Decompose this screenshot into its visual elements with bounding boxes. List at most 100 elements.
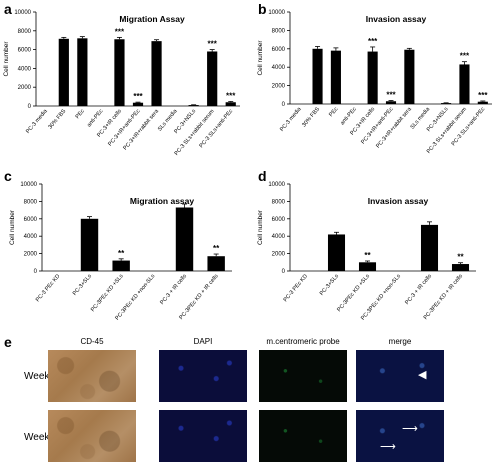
panel-label-d: d — [258, 168, 267, 184]
significance-label: *** — [460, 52, 470, 61]
category-label: PC-3 PEc KD — [283, 273, 309, 303]
category-label: PC-3 SLs+anti-PEc — [451, 106, 487, 147]
chart-c: 0 2000 4000 6000 8000 10000 Cell number Migrati… — [9, 182, 232, 322]
panel-label-e: e — [4, 334, 12, 350]
column-header-cd45: CD-45 — [80, 337, 104, 346]
bar — [358, 262, 377, 271]
y-tick-label: 10000 — [268, 182, 285, 188]
image-merge-week4: ⟶ ⟶ — [356, 410, 444, 462]
significance-label: ** — [457, 253, 464, 262]
bar — [58, 38, 69, 106]
y-tick-label: 2000 — [24, 252, 38, 258]
category-label: PEc — [75, 108, 86, 120]
bar — [188, 105, 199, 106]
y-tick-label: 0 — [34, 269, 38, 275]
column-header-merge: merge — [388, 337, 412, 346]
significance-label: *** — [115, 27, 125, 36]
image-dapi-week4 — [159, 410, 247, 462]
y-tick-label: 0 — [28, 104, 32, 110]
column-header-dapi: DAPI — [193, 337, 213, 346]
y-tick-label: 10000 — [268, 10, 285, 16]
category-label: PC-3 + IR cells — [404, 273, 433, 306]
bar — [225, 102, 236, 106]
y-tick-label: 8000 — [272, 199, 286, 205]
y-tick-label: 6000 — [272, 217, 286, 223]
bar — [312, 48, 323, 104]
category-label: PC-3 SLs+anti-PEc — [199, 108, 235, 149]
y-tick-label: 2000 — [272, 84, 286, 90]
y-tick-label: 10000 — [14, 10, 31, 16]
y-tick-label: 4000 — [272, 234, 286, 240]
bar — [80, 218, 99, 271]
bar — [112, 260, 130, 271]
category-label: PC-3+IR+rabbit sera — [122, 108, 160, 152]
image-cd45-week1 — [48, 350, 136, 402]
bar — [459, 64, 470, 104]
panel-label-c: c — [4, 168, 12, 184]
y-tick-label: 8000 — [24, 199, 38, 205]
category-label: PEc — [328, 106, 339, 118]
category-label: PC-3 PEc KD — [35, 273, 61, 303]
y-tick-label: 2000 — [18, 85, 32, 91]
category-label: PC-3 media — [279, 106, 303, 133]
bar — [132, 102, 144, 106]
chart-title: Migration assay — [130, 196, 195, 206]
category-label: anti-PEc — [86, 108, 104, 128]
chart-panel-c: 0 2000 4000 6000 8000 10000 Cell number Migrati… — [0, 168, 250, 330]
y-axis-label: Cell number — [257, 40, 264, 76]
y-tick-label: 0 — [282, 269, 286, 275]
chart-panel-b: 0 2000 4000 6000 8000 10000 Cell number Invasio… — [250, 0, 500, 168]
significance-label: *** — [478, 91, 488, 100]
image-cd45-week4 — [48, 410, 136, 462]
significance-label: *** — [386, 91, 396, 100]
y-axis-label: Cell number — [257, 209, 264, 245]
bar — [114, 39, 125, 107]
category-label: PC-3PEc KD +SLs — [336, 273, 371, 313]
y-tick-label: 0 — [282, 102, 286, 108]
bar — [175, 207, 194, 271]
category-label: PC-3 + IR cells — [159, 273, 188, 306]
category-label: PC-3+IR+rabbit sera — [375, 106, 413, 150]
chart-title: Invasion assay — [366, 14, 427, 24]
bar — [420, 224, 439, 271]
chart-a: 0 2000 4000 6000 8000 10000 Cell number Migrati… — [3, 10, 240, 157]
significance-label: ** — [364, 251, 371, 260]
y-tick-label: 10000 — [20, 182, 37, 188]
bar — [207, 51, 218, 106]
row-label-week4: Week 4 — [24, 432, 58, 443]
bar — [441, 103, 452, 104]
panel-label-b: b — [258, 1, 267, 17]
category-label: 30% FBS — [48, 108, 68, 130]
bar — [77, 38, 88, 106]
bar — [451, 264, 470, 271]
significance-label: ** — [213, 244, 220, 253]
chart-title: Migration Assay — [119, 14, 185, 24]
chart-panel-d: 0 2000 4000 6000 8000 10000 Cell number Invasio… — [250, 168, 500, 330]
chart-title: Invasion assay — [368, 196, 429, 206]
arrow-marker: ⟶ — [380, 441, 396, 453]
y-tick-label: 4000 — [272, 65, 286, 71]
chart-d: 0 2000 4000 6000 8000 10000 Cell number Invasio… — [257, 182, 476, 322]
panel-label-a: a — [4, 1, 12, 17]
category-label: 30% FBS — [301, 106, 321, 128]
bar — [367, 51, 378, 104]
category-label: PC-3+SLs — [72, 273, 93, 297]
row-label-week1: Week 1 — [24, 371, 58, 382]
image-centromeric-week1 — [259, 350, 347, 402]
y-axis-label: Cell number — [9, 209, 16, 245]
bar — [327, 234, 346, 271]
arrow-marker: ◀ — [418, 369, 427, 381]
image-centromeric-week4 — [259, 410, 347, 462]
image-dapi-week1 — [159, 350, 247, 402]
category-label: PC-3 media — [25, 108, 49, 135]
y-tick-label: 4000 — [24, 234, 38, 240]
y-axis-label: Cell number — [3, 41, 10, 77]
significance-label: ** — [118, 249, 125, 258]
y-tick-label: 6000 — [272, 47, 286, 53]
significance-label: *** — [133, 92, 143, 101]
image-merge-week1: ◀ — [356, 350, 444, 402]
bar — [385, 101, 397, 104]
category-label: PC-3+SLs — [319, 273, 340, 297]
bar — [330, 50, 341, 104]
microscopy-panel: CD-45 DAPI m.centromeric probe merge Wee… — [0, 332, 500, 470]
